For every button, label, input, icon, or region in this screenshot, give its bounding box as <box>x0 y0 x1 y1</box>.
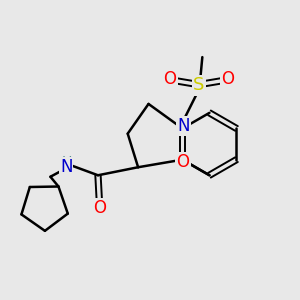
Text: H: H <box>61 155 72 169</box>
Text: N: N <box>178 117 190 135</box>
Text: O: O <box>93 199 106 217</box>
Text: O: O <box>176 153 190 171</box>
Text: S: S <box>193 76 205 94</box>
Text: O: O <box>221 70 234 88</box>
Text: O: O <box>164 70 176 88</box>
Text: N: N <box>60 158 72 176</box>
